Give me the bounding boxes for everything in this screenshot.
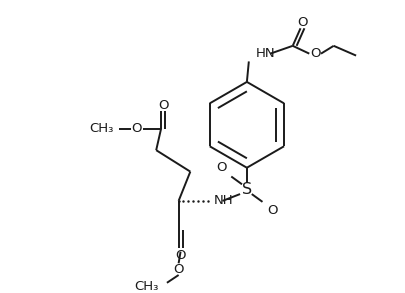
Text: O: O (296, 16, 307, 29)
Text: O: O (216, 161, 226, 174)
Text: O: O (309, 47, 320, 60)
Text: CH₃: CH₃ (89, 122, 113, 135)
Text: O: O (175, 249, 185, 262)
Text: O: O (266, 204, 277, 217)
Text: O: O (131, 122, 142, 135)
Text: O: O (173, 263, 183, 276)
Text: HN: HN (255, 47, 275, 60)
Text: O: O (158, 99, 168, 112)
Text: S: S (241, 182, 252, 197)
Text: NH: NH (213, 194, 233, 207)
Text: CH₃: CH₃ (134, 280, 159, 293)
